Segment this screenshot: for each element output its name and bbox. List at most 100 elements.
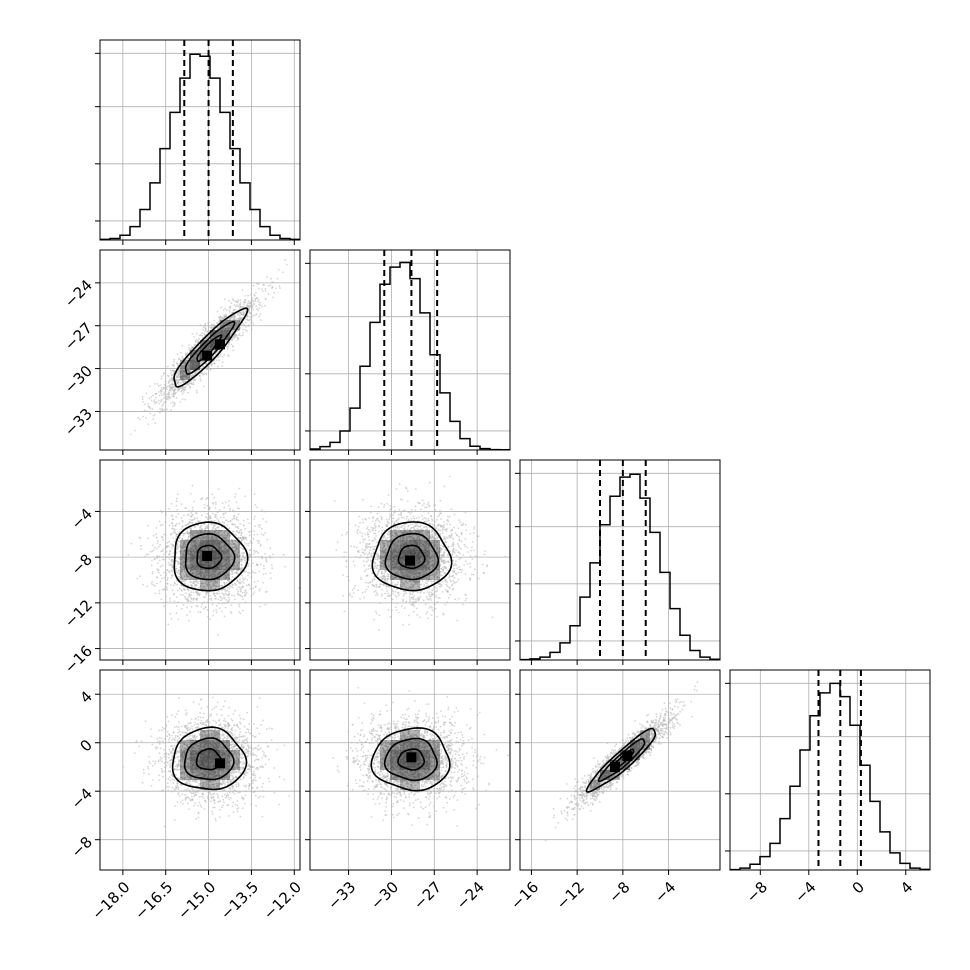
scatter-point bbox=[199, 520, 201, 523]
scatter-point bbox=[257, 556, 260, 558]
scatter-point bbox=[223, 544, 226, 546]
scatter-point bbox=[232, 509, 234, 512]
scatter-point bbox=[134, 429, 136, 432]
scatter-point bbox=[443, 529, 446, 531]
scatter-point bbox=[228, 328, 231, 331]
scatter-point bbox=[256, 297, 259, 300]
scatter-point bbox=[261, 557, 264, 560]
scatter-point bbox=[188, 593, 190, 595]
scatter-point bbox=[183, 386, 186, 389]
scatter-point bbox=[206, 345, 209, 348]
scatter-point bbox=[220, 599, 222, 602]
scatter-point bbox=[231, 337, 233, 340]
scatter-point bbox=[223, 354, 226, 356]
histogram-bars bbox=[520, 474, 720, 660]
density-block bbox=[190, 540, 200, 550]
scatter-point bbox=[201, 372, 203, 374]
scatter-point bbox=[177, 513, 179, 515]
scatter-point bbox=[427, 598, 430, 601]
histogram-bar bbox=[820, 693, 830, 870]
scatter-point bbox=[155, 396, 157, 399]
scatter-point bbox=[193, 500, 195, 503]
scatter-point bbox=[216, 526, 218, 529]
scatter-point bbox=[229, 543, 232, 545]
scatter-point bbox=[237, 527, 240, 530]
scatter-point bbox=[200, 524, 203, 527]
scatter-point bbox=[197, 611, 200, 613]
scatter-point bbox=[184, 595, 186, 598]
scatter-point bbox=[195, 542, 198, 545]
scatter-point bbox=[250, 564, 253, 567]
scatter-point bbox=[271, 286, 273, 288]
scatter-point bbox=[224, 592, 227, 595]
scatter-point bbox=[184, 549, 186, 552]
contour-lines bbox=[173, 307, 249, 388]
scatter-point bbox=[228, 590, 230, 593]
scatter-point bbox=[182, 388, 185, 390]
scatter-point bbox=[166, 541, 169, 544]
scatter-point bbox=[170, 376, 173, 379]
histogram-panel-3 bbox=[515, 459, 721, 661]
scatter-point bbox=[195, 592, 198, 594]
scatter-point bbox=[164, 380, 167, 383]
histogram-bar bbox=[690, 650, 700, 660]
scatter-point bbox=[254, 298, 257, 301]
scatter-point bbox=[217, 585, 220, 588]
scatter-point bbox=[164, 388, 167, 391]
scatter-point bbox=[182, 391, 185, 393]
scatter-point bbox=[252, 593, 255, 596]
scatter-point bbox=[207, 325, 210, 328]
scatter-point bbox=[261, 527, 263, 530]
scatter-point bbox=[240, 528, 243, 531]
histogram-bar bbox=[680, 635, 690, 660]
scatter-point bbox=[194, 517, 196, 519]
scatter-point bbox=[239, 578, 242, 581]
scatter-point bbox=[218, 359, 220, 362]
scatter-point bbox=[160, 386, 163, 389]
scatter-point bbox=[256, 550, 258, 553]
scatter-point bbox=[165, 601, 167, 603]
scatter-point bbox=[264, 532, 266, 534]
scatter-point bbox=[240, 534, 243, 537]
scatter-point bbox=[178, 522, 181, 525]
scatter-point bbox=[160, 407, 163, 410]
histogram-bar bbox=[560, 643, 570, 660]
scatter-point bbox=[221, 533, 224, 536]
scatter-point bbox=[249, 305, 252, 307]
scatter-point bbox=[166, 397, 169, 399]
scatter-point bbox=[219, 516, 222, 519]
scatter-point bbox=[181, 562, 184, 565]
scatter-point bbox=[180, 503, 183, 505]
scatter-point bbox=[167, 562, 170, 564]
scatter-point bbox=[401, 584, 403, 586]
density-block bbox=[200, 540, 210, 550]
scatter-point bbox=[200, 527, 203, 530]
scatter-point bbox=[168, 524, 171, 527]
scatter-point bbox=[209, 581, 212, 583]
histogram-grid bbox=[520, 460, 720, 660]
scatter-point bbox=[409, 523, 412, 525]
scatter-point bbox=[180, 558, 183, 561]
scatter-point bbox=[193, 379, 196, 382]
histogram-bar bbox=[600, 525, 610, 660]
scatter-point bbox=[227, 564, 230, 567]
scatter-point bbox=[232, 337, 235, 340]
scatter-point bbox=[189, 385, 191, 388]
scatter-point bbox=[440, 535, 442, 537]
scatter-point bbox=[221, 592, 224, 595]
scatter-point bbox=[147, 423, 150, 426]
scatter-point bbox=[169, 550, 171, 553]
scatter-point bbox=[163, 553, 165, 556]
scatter-point bbox=[186, 530, 189, 533]
scatter-point bbox=[203, 503, 206, 506]
scatter-point bbox=[182, 385, 184, 388]
scatter-point bbox=[263, 510, 266, 513]
scatter-point bbox=[242, 554, 245, 557]
scatter-point bbox=[174, 565, 177, 568]
scatter-point bbox=[235, 516, 238, 518]
density-block bbox=[210, 580, 220, 590]
scatter-point bbox=[194, 580, 197, 582]
scatter-point bbox=[209, 598, 211, 600]
density-block bbox=[190, 550, 200, 560]
scatter-point bbox=[228, 598, 231, 601]
